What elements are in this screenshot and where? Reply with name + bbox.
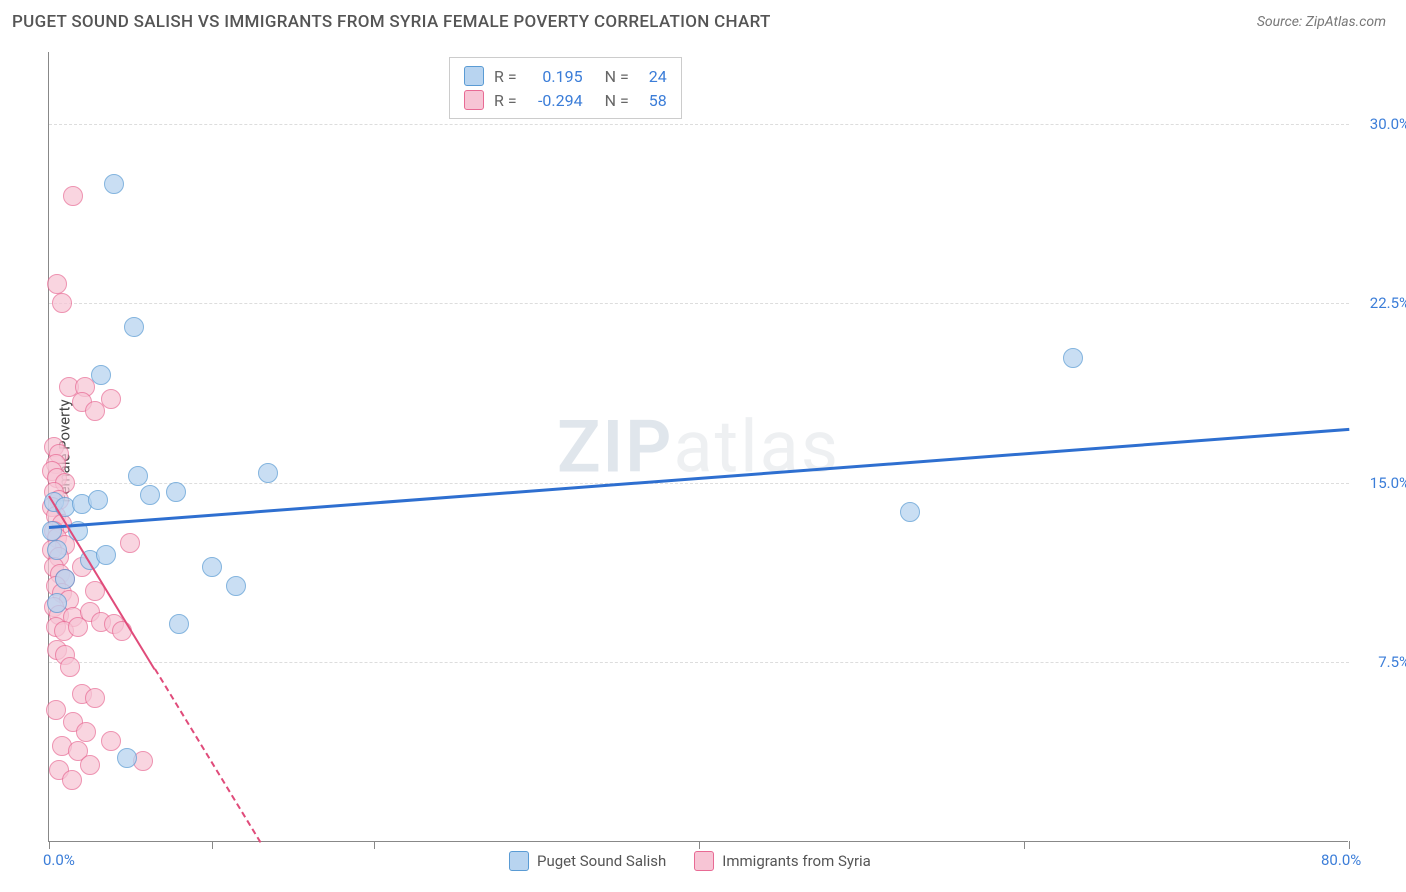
gridline [49, 662, 1349, 663]
data-point [85, 688, 105, 708]
data-point [202, 557, 222, 577]
data-point [140, 485, 160, 505]
legend-item: Puget Sound Salish [509, 851, 666, 871]
data-point [91, 365, 111, 385]
data-point [166, 482, 186, 502]
data-point [128, 466, 148, 486]
x-tick [49, 841, 50, 849]
data-point [104, 174, 124, 194]
x-tick [1349, 841, 1350, 849]
r-label: R = [494, 67, 517, 86]
data-point [55, 569, 75, 589]
gridline [49, 124, 1349, 125]
legend-label: Immigrants from Syria [722, 852, 871, 870]
data-point [60, 657, 80, 677]
chart-title: PUGET SOUND SALISH VS IMMIGRANTS FROM SY… [12, 12, 771, 32]
data-point [120, 533, 140, 553]
data-point [52, 293, 72, 313]
series-swatch [464, 90, 484, 110]
data-point [101, 389, 121, 409]
data-point [88, 490, 108, 510]
chart-header: PUGET SOUND SALISH VS IMMIGRANTS FROM SY… [0, 0, 1406, 40]
n-value: 24 [639, 67, 667, 86]
stats-row: R = -0.294 N = 58 [464, 88, 667, 112]
data-point [226, 576, 246, 596]
data-point [258, 463, 278, 483]
n-label: N = [605, 67, 629, 86]
y-tick-label: 30.0% [1370, 115, 1406, 133]
data-point [96, 545, 116, 565]
gridline [49, 303, 1349, 304]
stats-box: R = 0.195 N = 24 R = -0.294 N = 58 [449, 57, 682, 119]
y-tick-label: 15.0% [1370, 474, 1406, 492]
data-point [900, 502, 920, 522]
chart-source: Source: ZipAtlas.com [1257, 14, 1386, 30]
data-point [101, 731, 121, 751]
trend-line [154, 669, 261, 844]
y-tick-label: 7.5% [1378, 653, 1406, 671]
data-point [62, 770, 82, 790]
plot-area: ZIPatlas Female Poverty 7.5%15.0%22.5%30… [48, 52, 1348, 842]
legend-item: Immigrants from Syria [694, 851, 871, 871]
data-point [68, 617, 88, 637]
data-point [117, 748, 137, 768]
r-value: -0.294 [527, 91, 583, 110]
legend-swatch [694, 851, 714, 871]
stats-row: R = 0.195 N = 24 [464, 64, 667, 88]
r-value: 0.195 [527, 67, 583, 86]
data-point [112, 621, 132, 641]
data-point [46, 700, 66, 720]
legend-swatch [509, 851, 529, 871]
n-label: N = [605, 91, 629, 110]
watermark-bold: ZIP [557, 404, 673, 489]
data-point [47, 540, 67, 560]
data-point [42, 521, 62, 541]
x-tick-label: 0.0% [43, 851, 75, 869]
r-label: R = [494, 91, 517, 110]
chart-container: ZIPatlas Female Poverty 7.5%15.0%22.5%30… [48, 52, 1388, 842]
series-swatch [464, 66, 484, 86]
x-tick [374, 841, 375, 849]
data-point [47, 593, 67, 613]
data-point [47, 274, 67, 294]
gridline [49, 483, 1349, 484]
data-point [76, 722, 96, 742]
x-tick [212, 841, 213, 849]
data-point [80, 755, 100, 775]
x-tick-label: 80.0% [1321, 851, 1361, 869]
data-point [169, 614, 189, 634]
n-value: 58 [639, 91, 667, 110]
x-tick [699, 841, 700, 849]
legend-label: Puget Sound Salish [537, 852, 666, 870]
data-point [63, 186, 83, 206]
data-point [124, 317, 144, 337]
y-tick-label: 22.5% [1370, 294, 1406, 312]
bottom-legend: Puget Sound Salish Immigrants from Syria [509, 851, 871, 871]
x-tick [1024, 841, 1025, 849]
data-point [1063, 348, 1083, 368]
